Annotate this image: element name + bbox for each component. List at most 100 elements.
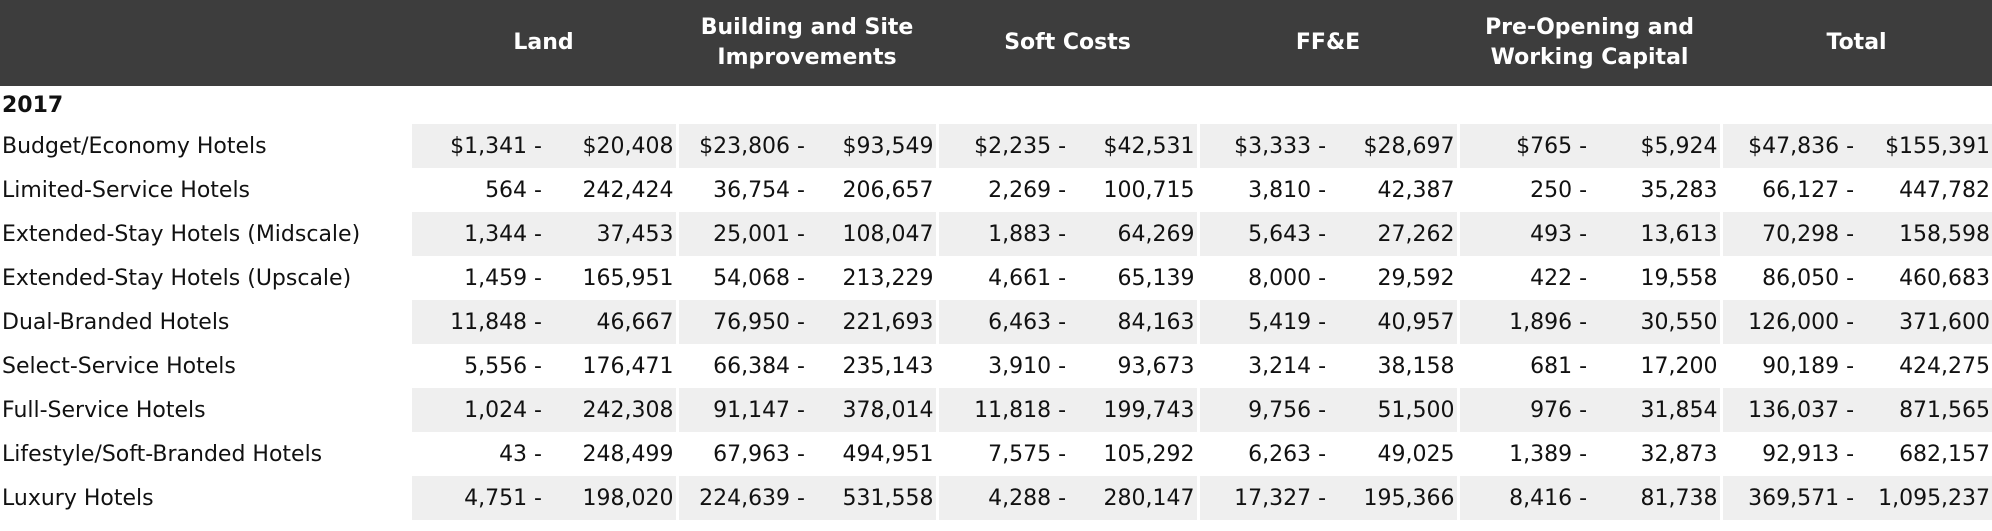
column-header: FF&E: [1198, 0, 1459, 86]
high-value: 93,673: [1117, 353, 1195, 379]
low-value: 92,913 -: [1719, 432, 1857, 476]
low-value: 1,896 -: [1456, 300, 1590, 344]
low-value: 493 -: [1456, 212, 1590, 256]
low-value: $47,836 -: [1719, 124, 1857, 168]
table-body: 2017 Budget/Economy Hotels $1,341 - $20,40…: [0, 86, 1992, 520]
high-value: 81,738: [1589, 476, 1722, 520]
high-value: 242,424: [582, 177, 674, 203]
high-value: 35,283: [1640, 177, 1718, 203]
low-value: 3,810 -: [1196, 168, 1329, 212]
low-value: 70,298 -: [1719, 212, 1857, 256]
table-row: Extended-Stay Hotels (Midscale) 1,344 -37…: [0, 212, 1992, 256]
high-value: 198,020: [544, 476, 677, 520]
low-value: 8,416 -: [1456, 476, 1590, 520]
low-value: 66,127 -: [1719, 168, 1857, 212]
high-value: 31,854: [1589, 388, 1722, 432]
high-value: 108,047: [807, 212, 938, 256]
low-value: 11,818 -: [935, 388, 1069, 432]
high-value: 424,275: [1899, 353, 1991, 379]
low-value: 54,068 -: [675, 256, 807, 300]
cost-table: Land Building and Site Improvements Soft C…: [0, 0, 1992, 520]
low-value: $3,333 -: [1196, 124, 1329, 168]
table-header: Land Building and Site Improvements Soft C…: [0, 0, 1992, 86]
low-value: 43 -: [408, 432, 544, 476]
header-row: Land Building and Site Improvements Soft C…: [0, 0, 1992, 86]
high-value: 51,500: [1328, 388, 1459, 432]
low-value: 4,288 -: [935, 476, 1069, 520]
high-value: 30,550: [1589, 300, 1722, 344]
row-label: Dual-Branded Hotels: [2, 309, 230, 335]
low-value: 4,751 -: [408, 476, 544, 520]
low-value: 1,389 -: [1456, 432, 1590, 476]
high-value: 40,957: [1328, 300, 1459, 344]
low-value: 1,024 -: [408, 388, 544, 432]
low-value: 91,147 -: [675, 388, 807, 432]
row-label: Lifestyle/Soft-Branded Hotels: [2, 441, 323, 467]
low-value: 1,459 -: [408, 256, 544, 300]
row-label: Extended-Stay Hotels (Midscale): [2, 221, 361, 247]
high-value: 42,387: [1377, 177, 1455, 203]
low-value: 25,001 -: [675, 212, 807, 256]
low-value: 66,384 -: [675, 344, 807, 388]
low-value: 7,575 -: [935, 432, 1069, 476]
high-value: 32,873: [1640, 441, 1718, 467]
high-value: 176,471: [582, 353, 674, 379]
high-value: 248,499: [582, 441, 674, 467]
high-value: 38,158: [1377, 353, 1455, 379]
low-value: 369,571 -: [1719, 476, 1857, 520]
row-label: Budget/Economy Hotels: [2, 133, 267, 159]
high-value: 49,025: [1377, 441, 1455, 467]
table-row: Extended-Stay Hotels (Upscale) 1,459 - 165…: [0, 256, 1992, 300]
low-value: 224,639 -: [675, 476, 807, 520]
high-value: 19,558: [1640, 265, 1718, 291]
row-label: Extended-Stay Hotels (Upscale): [2, 265, 352, 291]
row-label: Select-Service Hotels: [2, 353, 236, 379]
section-row: 2017: [0, 86, 1992, 124]
low-value: 90,189 -: [1719, 344, 1857, 388]
table-row: Dual-Branded Hotels 11,848 -46,667 76,950 …: [0, 300, 1992, 344]
high-value: 29,592: [1377, 265, 1455, 291]
high-value: 64,269: [1068, 212, 1199, 256]
high-value: 460,683: [1899, 265, 1991, 291]
low-value: 2,269 -: [935, 168, 1069, 212]
low-value: 86,050 -: [1719, 256, 1857, 300]
high-value: 65,139: [1117, 265, 1195, 291]
low-value: 126,000 -: [1719, 300, 1857, 344]
high-value: 531,558: [807, 476, 938, 520]
low-value: $765 -: [1456, 124, 1590, 168]
row-label: Limited-Service Hotels: [2, 177, 251, 203]
high-value: 221,693: [807, 300, 938, 344]
row-label: Full-Service Hotels: [2, 397, 206, 423]
low-value: 681 -: [1456, 344, 1590, 388]
high-value: $42,531: [1068, 124, 1199, 168]
high-value: $28,697: [1328, 124, 1459, 168]
high-value: $93,549: [807, 124, 938, 168]
high-value: 280,147: [1068, 476, 1199, 520]
row-label: Luxury Hotels: [2, 485, 154, 511]
low-value: 136,037 -: [1719, 388, 1857, 432]
high-value: 199,743: [1068, 388, 1199, 432]
low-value: 6,263 -: [1196, 432, 1329, 476]
low-value: 6,463 -: [935, 300, 1069, 344]
low-value: $2,235 -: [935, 124, 1069, 168]
table-row: Select-Service Hotels 5,556 - 176,471 66,38…: [0, 344, 1992, 388]
low-value: $1,341 -: [408, 124, 544, 168]
high-value: 871,565: [1856, 388, 1992, 432]
low-value: 1,883 -: [935, 212, 1069, 256]
high-value: 17,200: [1640, 353, 1718, 379]
low-value: 422 -: [1456, 256, 1590, 300]
high-value: $155,391: [1856, 124, 1992, 168]
low-value: 67,963 -: [675, 432, 807, 476]
low-value: 8,000 -: [1196, 256, 1329, 300]
low-value: 4,661 -: [935, 256, 1069, 300]
high-value: 242,308: [544, 388, 677, 432]
high-value: 158,598: [1856, 212, 1992, 256]
low-value: 5,556 -: [408, 344, 544, 388]
low-value: 250 -: [1456, 168, 1590, 212]
table-row: Full-Service Hotels 1,024 -242,308 91,147 …: [0, 388, 1992, 432]
low-value: 5,643 -: [1196, 212, 1329, 256]
high-value: $5,924: [1589, 124, 1722, 168]
high-value: 13,613: [1589, 212, 1722, 256]
low-value: 36,754 -: [675, 168, 807, 212]
